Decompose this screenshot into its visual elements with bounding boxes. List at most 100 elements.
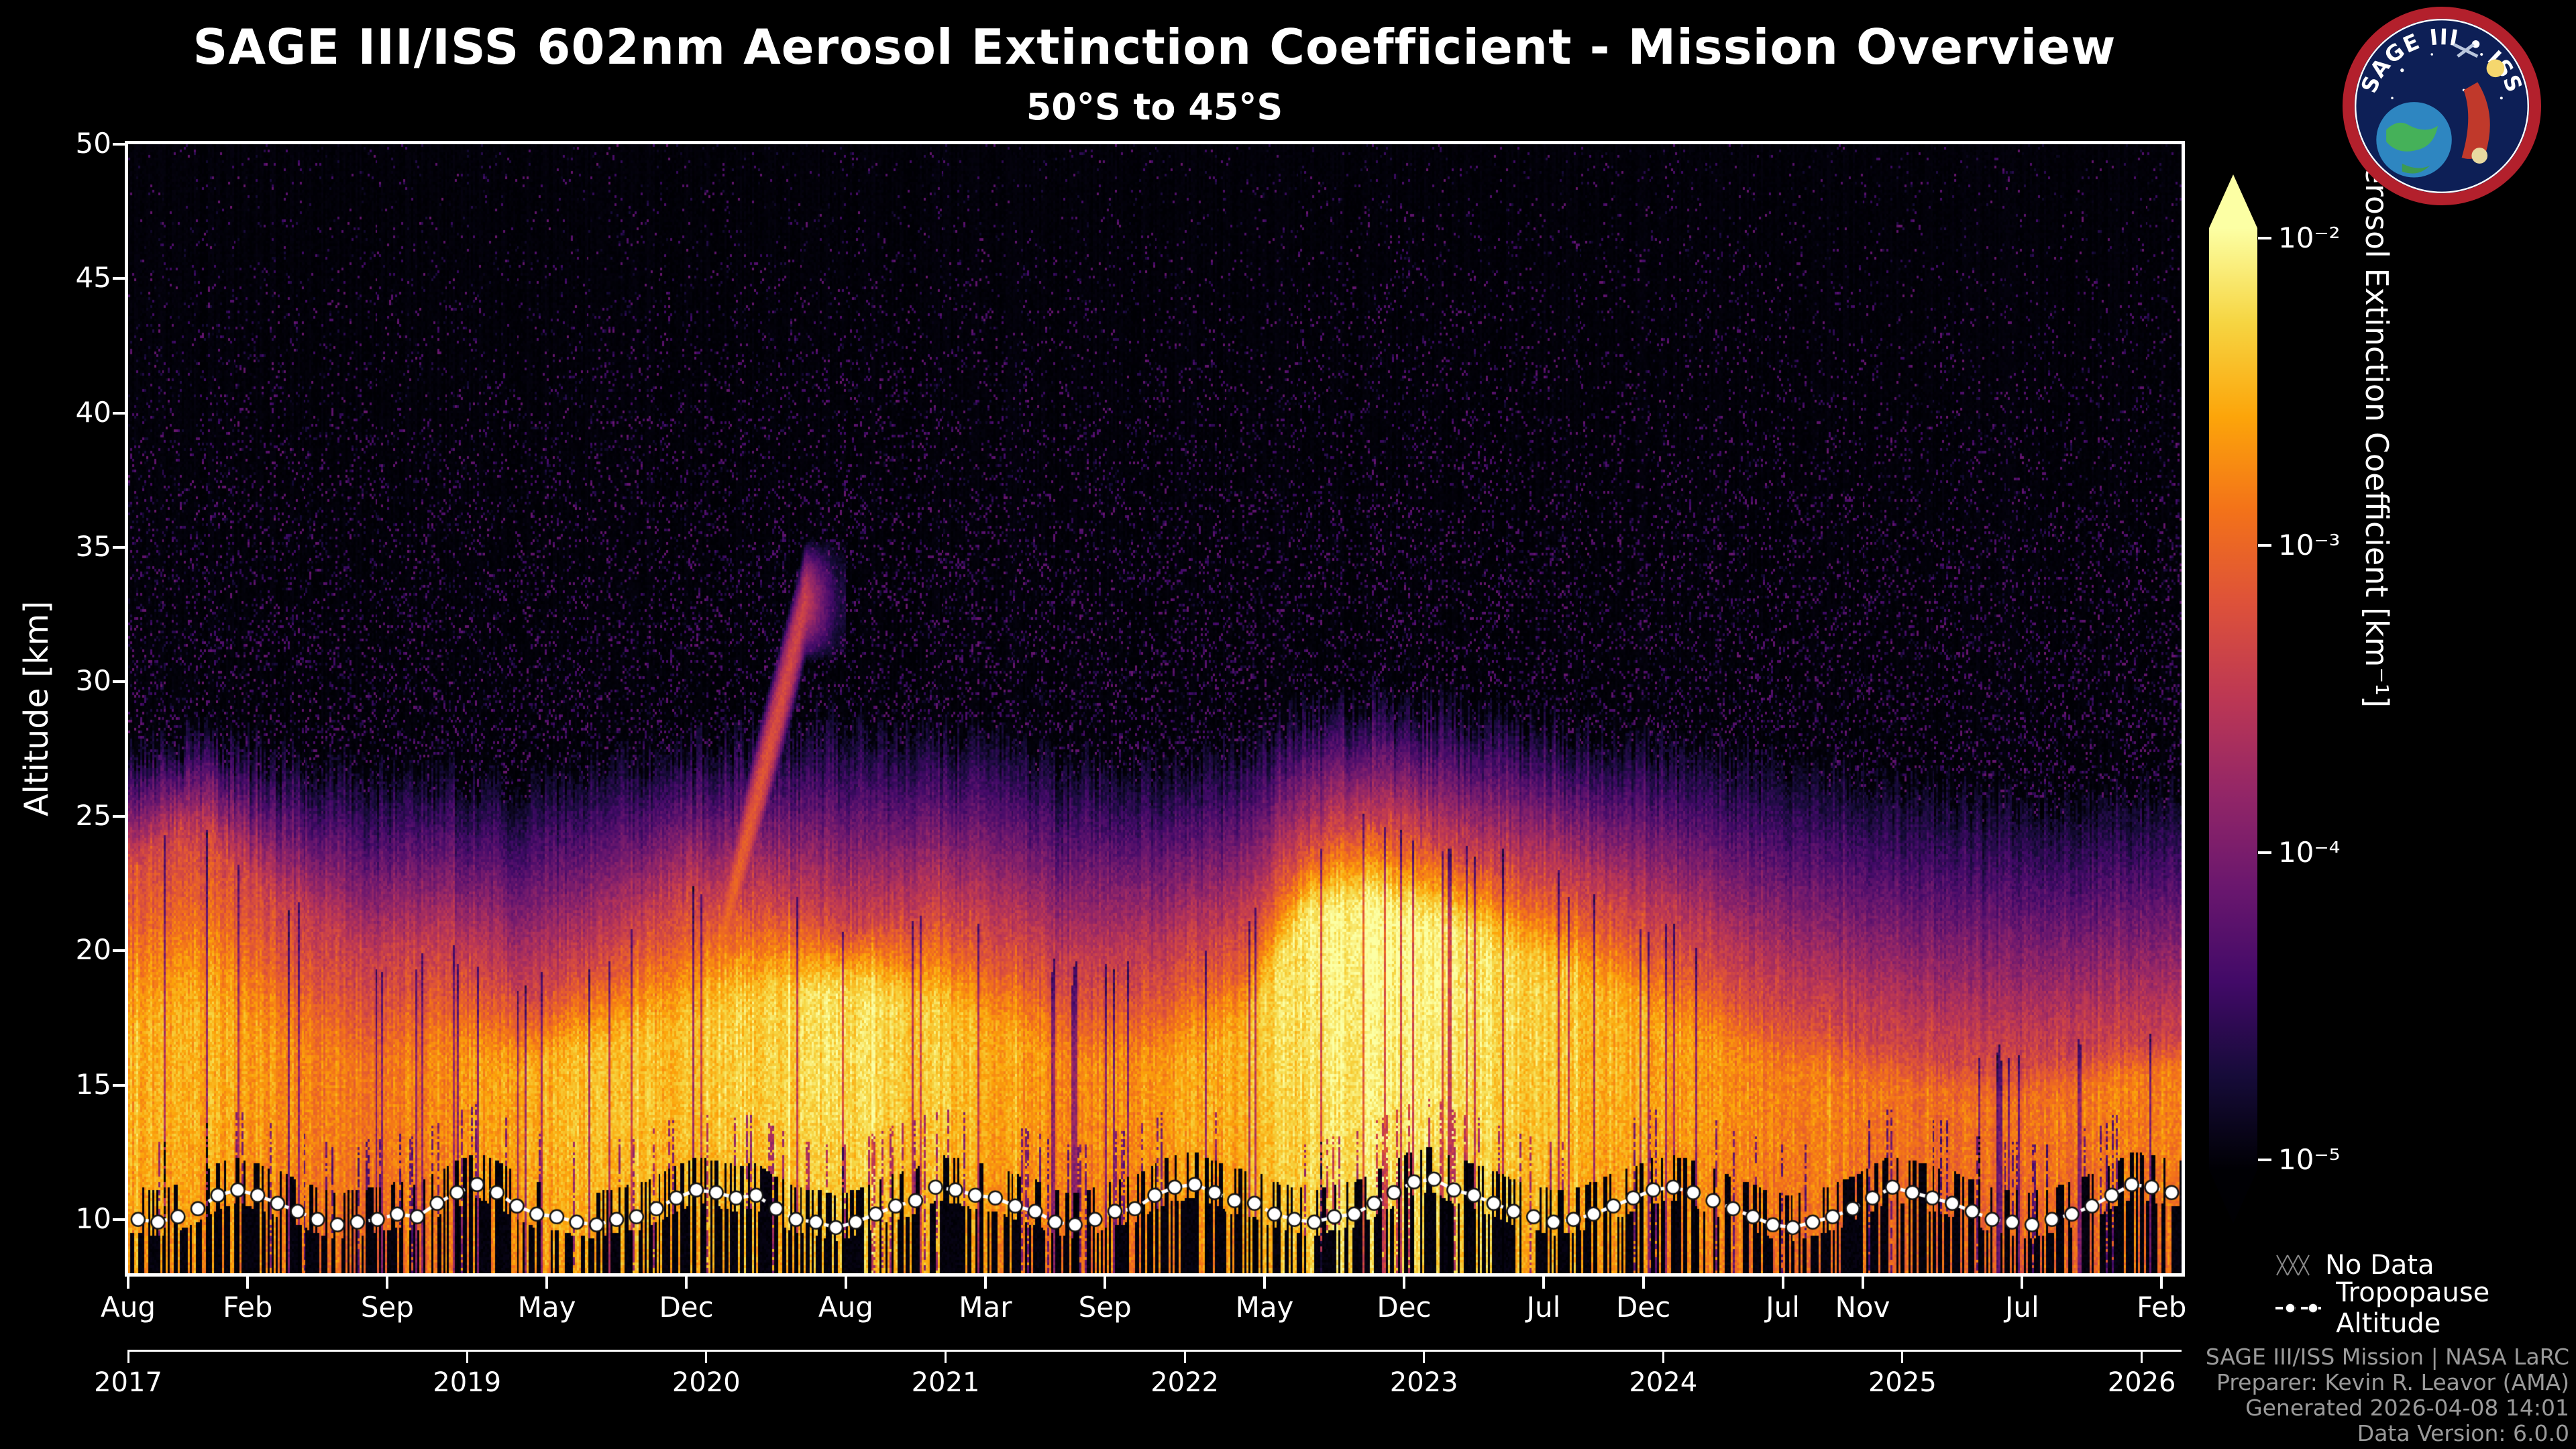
y-tick-mark bbox=[113, 546, 128, 549]
x-tick-mark bbox=[1403, 1275, 1405, 1289]
x-tick-label: Dec bbox=[1377, 1291, 1432, 1324]
y-tick-label: 30 bbox=[75, 664, 111, 698]
x-tick-mark bbox=[1542, 1275, 1545, 1289]
x-tick-mark bbox=[386, 1275, 389, 1289]
x-tick-label: Jul bbox=[2004, 1291, 2039, 1324]
year-tick-mark bbox=[1423, 1350, 1426, 1363]
x-tick-mark bbox=[1861, 1275, 1864, 1289]
x-tick-label: Dec bbox=[659, 1291, 714, 1324]
year-tick-mark bbox=[1901, 1350, 1904, 1363]
x-tick-mark bbox=[1263, 1275, 1266, 1289]
colorbar-tick-mark bbox=[2258, 851, 2271, 854]
y-tick-label: 50 bbox=[75, 127, 111, 160]
colorbar-tick-label: 10⁻² bbox=[2278, 221, 2341, 254]
logo-sun bbox=[2486, 59, 2505, 78]
x-tick-label: Sep bbox=[360, 1291, 414, 1324]
logo-earth-land-2 bbox=[2402, 163, 2430, 174]
year-tick-label: 2019 bbox=[433, 1367, 502, 1398]
y-tick-mark bbox=[113, 277, 128, 280]
year-tick-label: 2021 bbox=[911, 1367, 980, 1398]
colorbar bbox=[2209, 228, 2257, 1170]
y-axis-label: Altitude [km] bbox=[17, 600, 56, 817]
y-tick-mark bbox=[113, 411, 128, 415]
heatmap-canvas bbox=[128, 144, 2182, 1273]
x-tick-label: Dec bbox=[1615, 1291, 1671, 1324]
year-tick-mark bbox=[1662, 1350, 1664, 1363]
x-tick-mark bbox=[844, 1275, 847, 1289]
x-tick-mark bbox=[1642, 1275, 1645, 1289]
colorbar-tick-label: 10⁻⁴ bbox=[2278, 836, 2341, 869]
logo-moon bbox=[2471, 148, 2488, 164]
y-tick-label: 20 bbox=[75, 933, 111, 967]
x-tick-mark bbox=[2021, 1275, 2024, 1289]
x-tick-label: Jul bbox=[1766, 1291, 1800, 1324]
legend-item-tropopause: Tropopause Altitude bbox=[2275, 1277, 2576, 1339]
credit-line-version: Data Version: 6.0.0 bbox=[2357, 1420, 2569, 1446]
no-data-hatch-icon bbox=[2276, 1254, 2310, 1276]
x-axis-year-line bbox=[128, 1350, 2182, 1352]
y-tick-label: 10 bbox=[75, 1201, 111, 1235]
x-tick-mark bbox=[983, 1275, 987, 1289]
logo-earth-land bbox=[2386, 122, 2438, 152]
x-tick-label: Feb bbox=[2137, 1291, 2187, 1324]
y-tick-mark bbox=[113, 814, 128, 818]
x-tick-mark bbox=[1104, 1275, 1107, 1289]
x-tick-label: Feb bbox=[223, 1291, 273, 1324]
sage-iii-iss-logo: SAGE III • ISS bbox=[2343, 7, 2541, 205]
y-tick-label: 15 bbox=[75, 1067, 111, 1101]
page-title: SAGE III/ISS 602nm Aerosol Extinction Co… bbox=[193, 19, 2116, 75]
year-tick-label: 2026 bbox=[2107, 1367, 2176, 1398]
y-tick-mark bbox=[113, 143, 128, 146]
year-tick-mark bbox=[2141, 1350, 2143, 1363]
year-tick-mark bbox=[1183, 1350, 1186, 1363]
y-tick-mark bbox=[113, 1218, 128, 1221]
colorbar-tick-mark bbox=[2258, 544, 2271, 547]
x-tick-label: Sep bbox=[1078, 1291, 1132, 1324]
colorbar-tick-mark bbox=[2258, 1159, 2271, 1161]
year-tick-mark bbox=[945, 1350, 947, 1363]
y-tick-label: 25 bbox=[75, 798, 111, 832]
year-tick-mark bbox=[127, 1350, 129, 1363]
x-tick-mark bbox=[246, 1275, 250, 1289]
logo-figure bbox=[2461, 82, 2490, 159]
x-tick-mark bbox=[685, 1275, 688, 1289]
colorbar-tick-label: 10⁻³ bbox=[2278, 529, 2341, 561]
y-tick-label: 35 bbox=[75, 530, 111, 564]
y-tick-mark bbox=[113, 949, 128, 953]
x-tick-mark bbox=[127, 1275, 129, 1289]
colorbar-label: Aerosol Extinction Coefficient [km⁻¹] bbox=[2359, 144, 2395, 708]
x-tick-label: May bbox=[517, 1291, 576, 1324]
year-tick-label: 2020 bbox=[672, 1367, 741, 1398]
y-tick-mark bbox=[113, 1083, 128, 1087]
y-tick-label: 45 bbox=[75, 261, 111, 294]
x-tick-label: May bbox=[1235, 1291, 1294, 1324]
tropopause-line-icon bbox=[2275, 1303, 2323, 1313]
x-tick-mark bbox=[1781, 1275, 1784, 1289]
year-tick-label: 2025 bbox=[1868, 1367, 1937, 1398]
year-tick-mark bbox=[466, 1350, 468, 1363]
x-tick-label: Nov bbox=[1835, 1291, 1890, 1324]
year-tick-label: 2023 bbox=[1389, 1367, 1458, 1398]
colorbar-tick-mark bbox=[2258, 237, 2271, 239]
page-subtitle: 50°S to 45°S bbox=[1026, 86, 1283, 128]
colorbar-tick-label: 10⁻⁵ bbox=[2278, 1143, 2341, 1176]
logo-iss bbox=[2453, 43, 2479, 58]
y-tick-label: 40 bbox=[75, 395, 111, 429]
x-tick-label: Aug bbox=[818, 1291, 873, 1324]
year-tick-label: 2022 bbox=[1150, 1367, 1219, 1398]
year-tick-mark bbox=[705, 1350, 708, 1363]
y-tick-mark bbox=[113, 680, 128, 684]
legend-item-no-data: No Data bbox=[2275, 1249, 2434, 1281]
credit-line-generated: Generated 2026-04-08 14:01 bbox=[2245, 1395, 2569, 1421]
credits-block: SAGE III/ISS Mission | NASA LaRC Prepare… bbox=[2206, 1344, 2569, 1446]
x-tick-label: Jul bbox=[1526, 1291, 1561, 1324]
colorbar-arrow-up bbox=[2209, 174, 2257, 228]
legend-label-no-data: No Data bbox=[2325, 1250, 2434, 1281]
logo-stars bbox=[2391, 52, 2503, 100]
x-tick-mark bbox=[545, 1275, 549, 1289]
logo-inner-ring bbox=[2355, 19, 2529, 193]
colorbar-arrow-down bbox=[2209, 1170, 2257, 1224]
x-tick-label: Mar bbox=[959, 1291, 1012, 1324]
legend-label-tropopause: Tropopause Altitude bbox=[2336, 1277, 2490, 1339]
